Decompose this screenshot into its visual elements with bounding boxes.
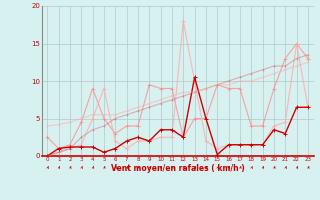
X-axis label: Vent moyen/en rafales ( km/h ): Vent moyen/en rafales ( km/h ) <box>111 164 244 173</box>
